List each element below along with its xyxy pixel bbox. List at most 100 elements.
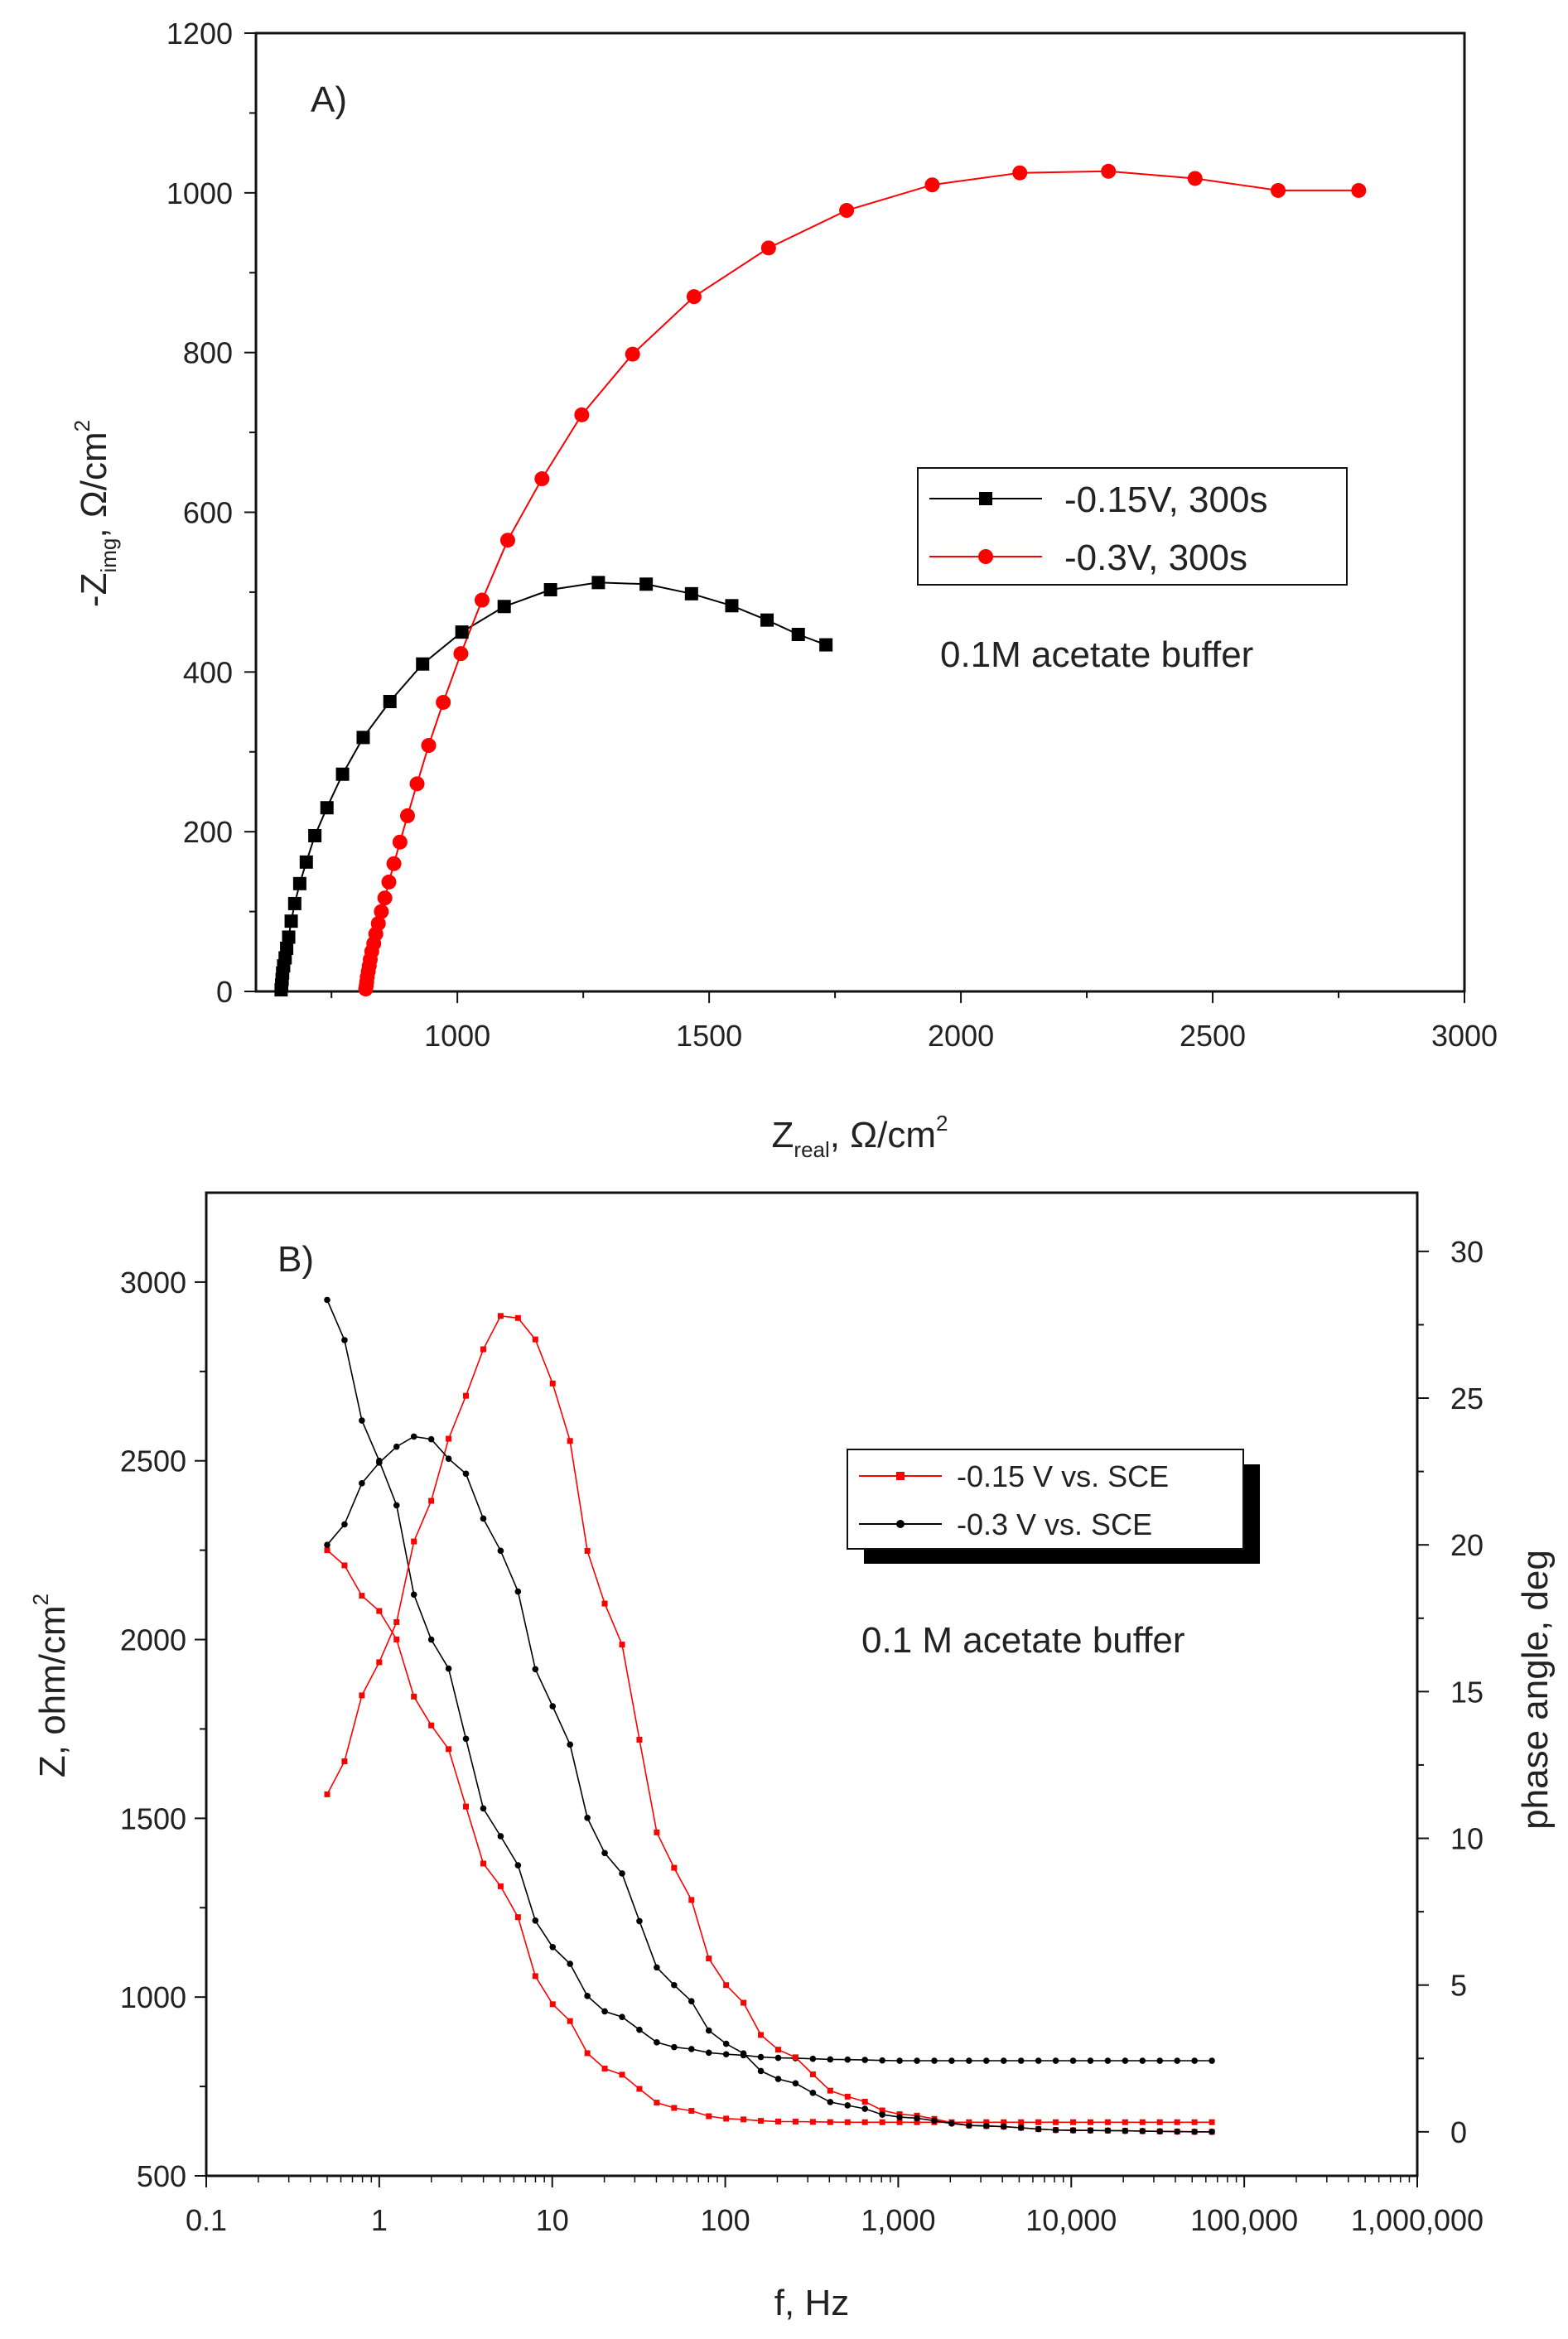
chart-b-point-series-2: [636, 2026, 643, 2033]
chart-a-point-series-1: [725, 599, 739, 613]
chart-b-point-series-4: [376, 1459, 383, 1466]
chart-b-point-series-1: [1174, 2119, 1180, 2125]
chart-a-point-series-2: [1187, 171, 1203, 186]
chart-b-point-series-3: [341, 1758, 348, 1765]
chart-b-point-series-4: [722, 2040, 730, 2047]
chart-a-legend-label-2: -0.3V, 300s: [1064, 538, 1247, 578]
chart-b-x-tick-label: 100,000: [1190, 2203, 1298, 2237]
chart-b-point-series-1: [861, 2119, 868, 2125]
chart-a-point-series-2: [1271, 182, 1286, 198]
chart-a-y-tick-label: 400: [183, 655, 233, 689]
chart-b-point-series-4: [966, 2122, 972, 2129]
chart-a-legend-box: [917, 467, 1348, 586]
chart-b-point-series-1: [671, 2105, 678, 2111]
chart-b-right-tick-label: 0: [1450, 2115, 1467, 2149]
chart-b-point-series-1: [1001, 2119, 1007, 2125]
chart-b-point-series-4: [1139, 2128, 1146, 2134]
chart-a-y-tick-label: 800: [183, 336, 233, 370]
chart-b-point-series-3: [324, 1791, 330, 1797]
chart-b-point-series-2: [1035, 2057, 1042, 2064]
chart-a-points: [274, 163, 1367, 997]
chart-b-point-series-4: [896, 2114, 903, 2120]
chart-b-point-series-3: [792, 2054, 798, 2061]
chart-b-point-series-2: [1104, 2057, 1112, 2064]
chart-b-point-series-1: [359, 1593, 365, 1599]
chart-b-point-series-1: [1104, 2119, 1111, 2125]
chart-b-ticks: [195, 1250, 1429, 2187]
chart-b-left-tick-label: 1000: [120, 1980, 186, 2014]
chart-a-point-series-2: [386, 856, 402, 871]
chart-b-point-series-4: [1000, 2123, 1007, 2130]
chart-b-point-series-4: [671, 1981, 678, 1989]
chart-b-point-series-4: [879, 2111, 885, 2118]
chart-b-point-series-2: [1052, 2057, 1059, 2064]
chart-b-x-tick-label: 1,000: [861, 2203, 935, 2237]
chart-b-point-series-4: [931, 2117, 938, 2124]
chart-b-point-series-1: [966, 2119, 972, 2125]
chart-a-x-tick-label: 3000: [1431, 1019, 1498, 1053]
chart-a-x-tick-label: 1000: [424, 1019, 490, 1053]
chart-b-point-series-1: [514, 1914, 521, 1921]
chart-b-point-series-2: [914, 2057, 920, 2064]
chart-a-point-series-1: [282, 930, 296, 944]
chart-b-point-series-3: [827, 2087, 833, 2094]
chart-b: 0.1 1 10 100 1,000 10,000 100,000 1,000,000 500…: [28, 1191, 1556, 2323]
chart-b-point-series-1: [532, 1973, 538, 1980]
chart-b-right-tick-label: 10: [1450, 1822, 1484, 1856]
chart-a-point-series-1: [383, 695, 397, 709]
chart-b-point-series-3: [758, 2032, 765, 2038]
chart-a-point-series-2: [1351, 182, 1367, 198]
chart-a-point-series-2: [374, 904, 389, 919]
chart-b-point-series-2: [549, 1943, 557, 1951]
chart-b-point-series-1: [896, 2119, 903, 2125]
chart-a-point-series-2: [436, 694, 451, 710]
chart-b-point-series-4: [462, 1470, 470, 1478]
chart-b-left-tick-label: 1500: [120, 1801, 186, 1835]
chart-a-y-tick-label: 200: [183, 815, 233, 849]
chart-b-point-series-4: [948, 2120, 955, 2127]
chart-b-x-tick-label: 1,000,000: [1351, 2203, 1484, 2237]
chart-a-y-tick-labels: 0 200 400 600 800 1000 1200: [166, 17, 233, 1009]
chart-a-point-series-1: [591, 576, 605, 590]
chart-b-point-series-4: [827, 2099, 834, 2105]
chart-b-point-series-1: [792, 2119, 798, 2125]
chart-b-point-series-1: [636, 2086, 643, 2092]
chart-b-point-series-1: [723, 2115, 730, 2122]
chart-b-point-series-4: [601, 1849, 608, 1857]
chart-b-point-series-2: [671, 2043, 678, 2051]
chart-b-point-series-3: [567, 1438, 573, 1444]
chart-b-lines: [326, 1300, 1213, 2133]
chart-b-point-series-4: [445, 1455, 452, 1462]
chart-a-point-series-1: [819, 638, 833, 652]
chart-b-point-series-4: [1052, 2126, 1059, 2134]
chart-b-point-series-4: [861, 2105, 869, 2112]
chart-a-y-tick-label: 0: [216, 975, 233, 1009]
chart-b-point-series-1: [1018, 2119, 1025, 2125]
chart-b-panel-label: B): [277, 1239, 314, 1280]
chart-a-point-series-1: [335, 767, 350, 781]
chart-b-point-series-3: [359, 1692, 365, 1699]
chart-b-point-series-1: [497, 1883, 504, 1889]
chart-b-point-series-3: [844, 2093, 851, 2100]
chart-b-point-series-1: [341, 1562, 348, 1569]
chart-b-point-series-2: [1156, 2057, 1164, 2064]
chart-b-plot-frame: [205, 1191, 1419, 2177]
chart-b-point-series-1: [914, 2119, 920, 2125]
chart-b-point-series-2: [1209, 2057, 1215, 2064]
chart-a-legend-swatch-marker-2: [978, 549, 993, 564]
chart-b-legend-swatch-marker-2: [896, 1520, 905, 1528]
chart-b-point-series-1: [1139, 2119, 1146, 2125]
chart-b-point-series-4: [393, 1443, 400, 1450]
chart-b-point-series-4: [740, 2050, 747, 2057]
chart-b-point-series-4: [1087, 2127, 1094, 2134]
chart-b-point-series-1: [758, 2118, 765, 2124]
chart-b-point-series-2: [445, 1665, 452, 1672]
chart-a-point-series-2: [453, 646, 469, 662]
chart-a-point-series-2: [686, 289, 702, 305]
chart-b-right-tick-label: 5: [1450, 1969, 1467, 2003]
chart-a-point-series-1: [543, 583, 557, 597]
chart-b-point-series-3: [706, 1956, 712, 1962]
chart-b-point-series-2: [1069, 2057, 1077, 2064]
chart-a-point-series-2: [377, 890, 393, 906]
